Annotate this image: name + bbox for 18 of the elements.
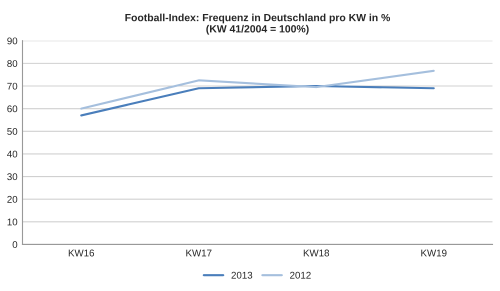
legend-label: 2012 (290, 272, 311, 279)
y-tick-label: 10 (8, 218, 18, 226)
chart-title: Football-Index: Frequenz in Deutschland pro KW in % (KW 41/2004 = 100%) (125, 14, 390, 35)
x-tick-label: KW18 (304, 250, 330, 256)
legend-label: 2013 (232, 272, 252, 279)
x-tick-label: KW17 (186, 250, 212, 256)
y-tick-label: 40 (7, 150, 18, 158)
y-tick-label: 70 (7, 82, 18, 90)
x-tick-label: KW16 (68, 250, 94, 256)
y-tick-label: 60 (7, 105, 18, 112)
y-tick-label: 80 (7, 60, 18, 67)
y-tick-label: 30 (7, 173, 18, 180)
y-tick-label: 50 (7, 128, 18, 135)
y-tick-label: 90 (7, 37, 18, 44)
x-tick-label: KW19 (421, 250, 447, 256)
y-tick-label: 20 (7, 196, 18, 203)
y-tick-label: 0 (12, 241, 18, 248)
line-series (80, 70, 435, 110)
